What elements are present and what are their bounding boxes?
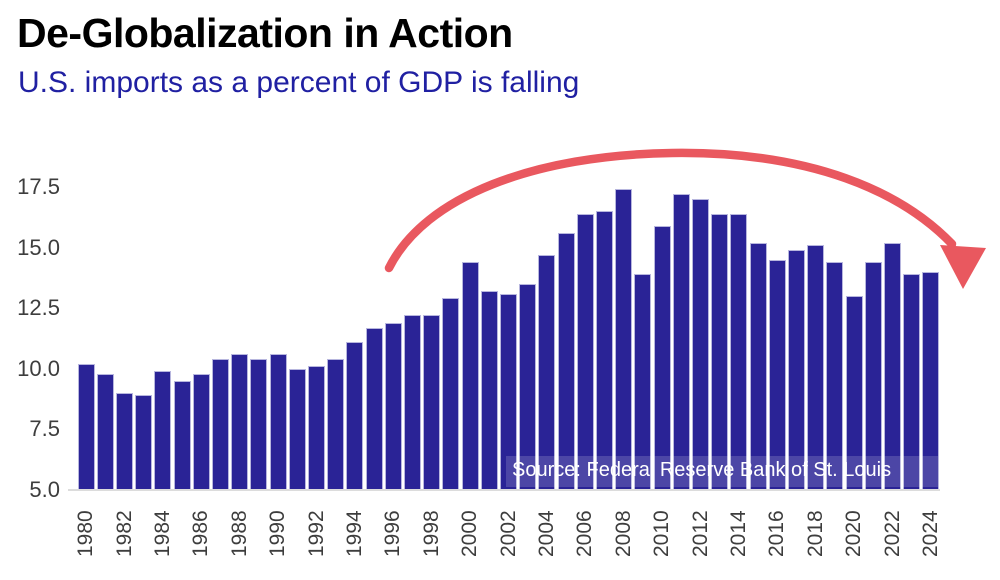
bar-1989 (250, 359, 268, 490)
bar-2012 (691, 199, 710, 490)
bar-1997 (403, 315, 422, 490)
chart-subtitle: U.S. imports as a percent of GDP is fall… (18, 66, 580, 99)
bar-2024 (922, 271, 940, 490)
bar-2004 (538, 254, 556, 490)
bar-1983 (135, 395, 153, 490)
bar-1981 (96, 373, 114, 490)
y-axis-tick-label: 5.0 (29, 477, 60, 502)
bar-1995 (365, 327, 383, 490)
x-axis-tick-label-1980: 1980 (74, 510, 98, 557)
bar-2007 (595, 211, 614, 490)
y-axis-tick-label: 10.0 (17, 355, 60, 381)
bar-1993 (327, 359, 345, 490)
x-axis-tick-label-1986: 1986 (189, 510, 213, 557)
bar-2017 (787, 249, 806, 490)
x-axis-tick-label-1982: 1982 (112, 510, 136, 557)
bar-1990 (269, 354, 287, 490)
x-axis-tick-label-1994: 1994 (342, 510, 366, 557)
bar-2018 (807, 245, 825, 490)
bar-2009 (634, 274, 652, 490)
bar-2002 (499, 293, 518, 490)
x-axis-tick-label-2018: 2018 (803, 510, 827, 557)
bar-1996 (384, 322, 402, 490)
x-axis-tick-label-1992: 1992 (304, 510, 328, 557)
x-axis-tick-label-2022: 2022 (880, 510, 904, 557)
y-axis-tick-label: 17.5 (17, 173, 60, 199)
x-axis-tick-label-1996: 1996 (381, 510, 405, 557)
bar-2015 (749, 242, 767, 490)
bar-1991 (288, 368, 306, 490)
source-note-band (506, 456, 938, 487)
bar-2022 (883, 242, 902, 490)
x-axis-tick-label-2014: 2014 (726, 510, 750, 557)
bar-2023 (903, 274, 921, 490)
bar-1985 (173, 380, 191, 490)
bar-1994 (346, 342, 364, 490)
bar-1982 (115, 393, 134, 490)
bar-1998 (423, 315, 441, 490)
x-axis-tick-label-2020: 2020 (842, 510, 866, 557)
bar-1986 (192, 373, 210, 490)
bar-1988 (231, 354, 249, 490)
bar-2013 (711, 213, 729, 490)
x-axis-tick-label-1984: 1984 (150, 510, 174, 557)
y-axis-tick-label: 12.5 (17, 295, 60, 321)
x-axis-tick-label-2012: 2012 (688, 510, 712, 557)
bar-2001 (480, 291, 498, 490)
x-axis-tick-label-2000: 2000 (458, 510, 482, 557)
x-axis-tick-label-2002: 2002 (496, 510, 520, 557)
x-axis-tick-label-1990: 1990 (266, 510, 290, 557)
bar-2020 (845, 296, 863, 490)
bar-2014 (730, 213, 748, 490)
chart-title: De-Globalization in Action (17, 10, 513, 56)
x-axis-tick-label-2010: 2010 (650, 510, 674, 557)
y-axis-tick-label: 7.5 (29, 416, 60, 442)
x-axis-tick-label-2004: 2004 (534, 510, 558, 557)
x-axis-tick-label-2008: 2008 (611, 510, 635, 557)
bar-1992 (307, 366, 326, 490)
y-axis-tick-label: 15.0 (17, 234, 60, 260)
bar-2011 (672, 194, 690, 490)
source-note: Source: Federal Reserve Bank of St. Loui… (512, 459, 892, 481)
x-axis-tick-label-2006: 2006 (573, 510, 597, 557)
bar-2000 (461, 262, 479, 490)
bar-1999 (442, 298, 460, 490)
x-axis-tick-label-2016: 2016 (765, 510, 789, 557)
x-axis-tick-label-1998: 1998 (419, 510, 443, 557)
bar-1984 (154, 371, 172, 490)
x-axis-tick-label-2024: 2024 (918, 510, 942, 557)
bar-2010 (653, 225, 671, 490)
bar-2005 (557, 232, 575, 490)
bar-2006 (576, 213, 594, 490)
bar-1987 (211, 359, 230, 490)
x-axis-line (68, 489, 940, 491)
bar-2003 (519, 283, 537, 490)
x-axis-tick-label-1988: 1988 (227, 510, 251, 557)
bar-2008 (615, 189, 633, 490)
bar-1980 (77, 363, 95, 490)
